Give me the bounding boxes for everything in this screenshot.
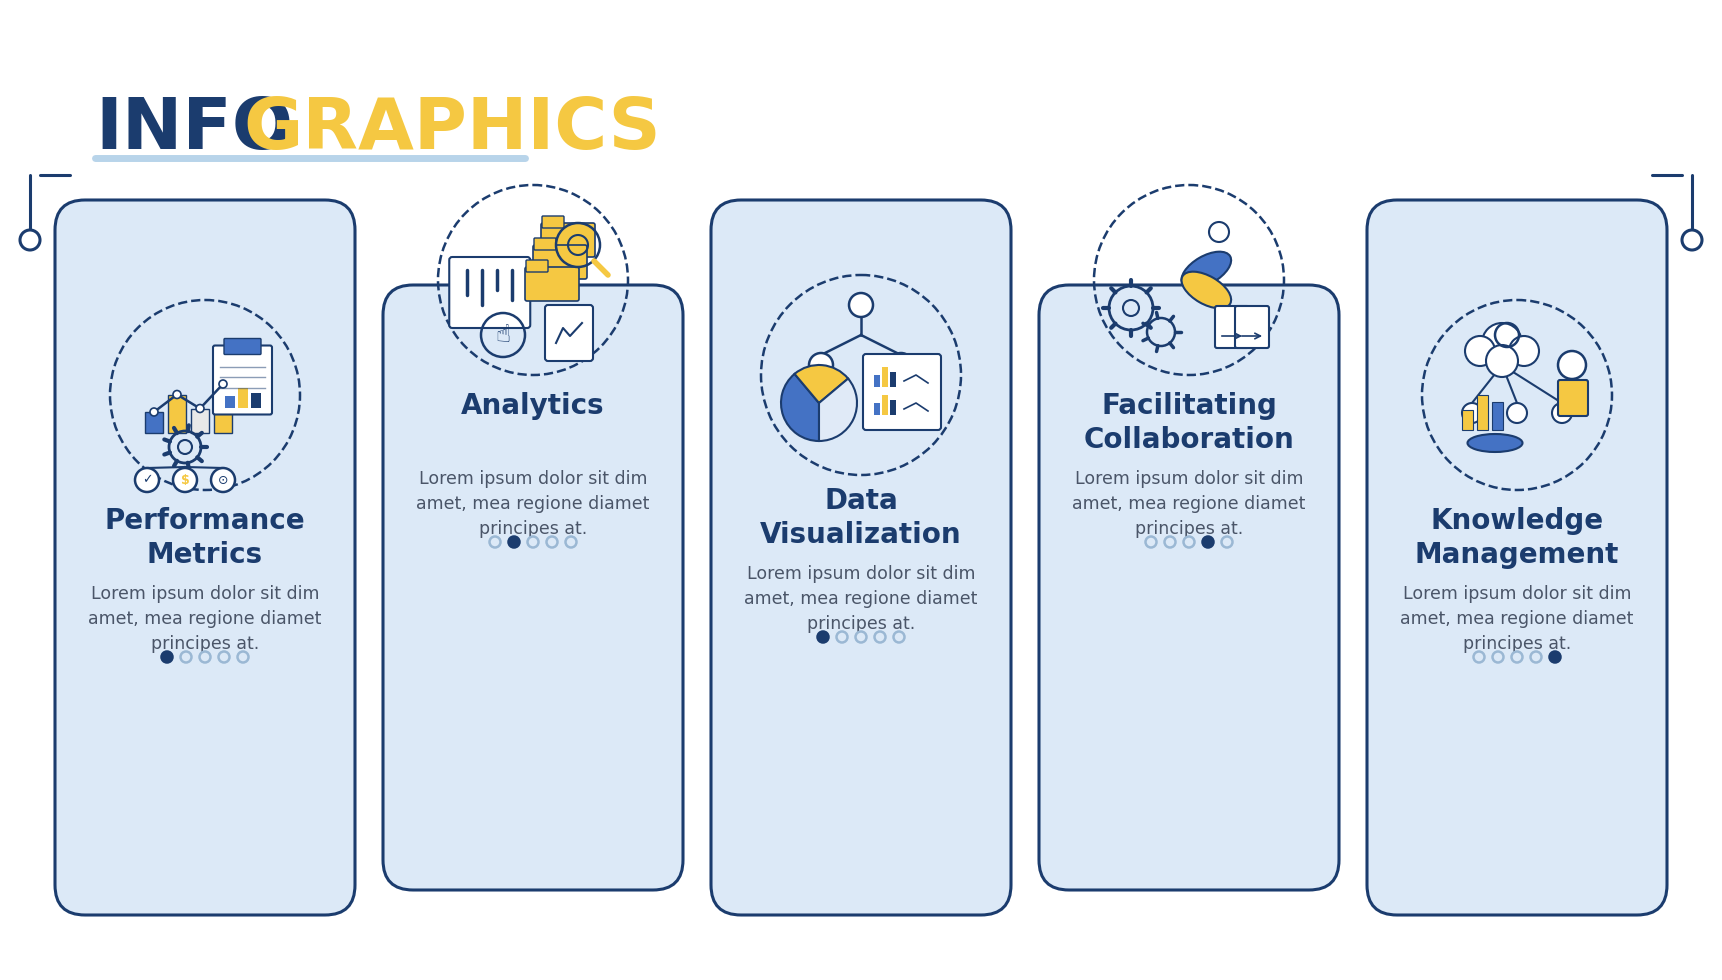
Circle shape xyxy=(889,353,913,377)
Text: ✓: ✓ xyxy=(141,473,152,486)
FancyBboxPatch shape xyxy=(542,216,565,228)
Bar xyxy=(169,395,186,433)
Circle shape xyxy=(1209,222,1230,242)
FancyBboxPatch shape xyxy=(1038,285,1340,890)
Circle shape xyxy=(1508,336,1539,366)
Circle shape xyxy=(1507,403,1527,423)
Ellipse shape xyxy=(1181,271,1231,309)
Bar xyxy=(145,412,164,433)
FancyBboxPatch shape xyxy=(1235,306,1269,348)
Bar xyxy=(214,384,232,433)
FancyBboxPatch shape xyxy=(534,238,556,250)
Wedge shape xyxy=(794,365,849,403)
Circle shape xyxy=(21,230,40,250)
FancyBboxPatch shape xyxy=(382,285,684,890)
Bar xyxy=(890,400,895,415)
Circle shape xyxy=(162,652,172,662)
Circle shape xyxy=(849,293,873,317)
Circle shape xyxy=(1483,323,1522,363)
Circle shape xyxy=(150,408,158,416)
Text: Analytics: Analytics xyxy=(461,392,604,420)
Circle shape xyxy=(508,536,520,548)
Bar xyxy=(875,375,880,387)
Bar xyxy=(1491,402,1503,430)
FancyBboxPatch shape xyxy=(214,346,272,415)
Circle shape xyxy=(1486,345,1519,377)
Circle shape xyxy=(196,405,203,413)
Bar xyxy=(875,403,880,415)
Circle shape xyxy=(1202,536,1214,548)
FancyBboxPatch shape xyxy=(525,267,579,301)
Circle shape xyxy=(1550,652,1560,662)
Text: Data
Visualization: Data Visualization xyxy=(759,487,963,549)
Circle shape xyxy=(212,468,234,492)
FancyBboxPatch shape xyxy=(449,257,530,328)
Text: Lorem ipsum dolor sit dim
amet, mea regione diamet
principes at.: Lorem ipsum dolor sit dim amet, mea regi… xyxy=(744,565,978,633)
Text: Lorem ipsum dolor sit dim
amet, mea regione diamet
principes at.: Lorem ipsum dolor sit dim amet, mea regi… xyxy=(1073,470,1305,538)
Wedge shape xyxy=(782,374,820,441)
Circle shape xyxy=(818,631,828,643)
Text: Lorem ipsum dolor sit dim
amet, mea regione diamet
principes at.: Lorem ipsum dolor sit dim amet, mea regi… xyxy=(417,470,649,538)
Ellipse shape xyxy=(1181,252,1231,288)
Text: Lorem ipsum dolor sit dim
amet, mea regione diamet
principes at.: Lorem ipsum dolor sit dim amet, mea regi… xyxy=(88,585,322,653)
Bar xyxy=(882,395,889,415)
Text: ⊙: ⊙ xyxy=(217,473,229,486)
FancyBboxPatch shape xyxy=(55,200,355,915)
Text: $: $ xyxy=(181,473,189,486)
Text: INFO: INFO xyxy=(95,95,293,164)
Ellipse shape xyxy=(1467,434,1522,452)
Bar xyxy=(238,388,248,408)
Circle shape xyxy=(1462,403,1483,423)
Text: Lorem ipsum dolor sit dim
amet, mea regione diamet
principes at.: Lorem ipsum dolor sit dim amet, mea regi… xyxy=(1400,585,1634,653)
FancyBboxPatch shape xyxy=(544,305,592,361)
FancyBboxPatch shape xyxy=(534,245,587,279)
Circle shape xyxy=(1552,403,1572,423)
Circle shape xyxy=(1558,351,1586,379)
Bar xyxy=(251,393,262,408)
Text: GRAPHICS: GRAPHICS xyxy=(243,95,661,164)
FancyBboxPatch shape xyxy=(224,338,262,355)
FancyBboxPatch shape xyxy=(525,260,548,272)
Circle shape xyxy=(1465,336,1495,366)
Text: Facilitating
Collaboration: Facilitating Collaboration xyxy=(1083,392,1295,454)
FancyBboxPatch shape xyxy=(1367,200,1667,915)
Circle shape xyxy=(809,353,833,377)
Circle shape xyxy=(172,468,196,492)
Circle shape xyxy=(172,390,181,399)
Bar xyxy=(226,396,234,408)
Bar xyxy=(890,372,895,387)
Bar xyxy=(191,409,208,433)
FancyBboxPatch shape xyxy=(711,200,1011,915)
Circle shape xyxy=(134,468,158,492)
FancyBboxPatch shape xyxy=(1216,306,1248,348)
Bar xyxy=(1462,410,1472,430)
Wedge shape xyxy=(820,378,858,441)
Circle shape xyxy=(1682,230,1701,250)
FancyBboxPatch shape xyxy=(541,223,596,257)
Text: Knowledge
Management: Knowledge Management xyxy=(1415,507,1619,568)
Text: ☝: ☝ xyxy=(496,323,511,347)
FancyBboxPatch shape xyxy=(863,354,940,430)
Bar xyxy=(882,367,889,387)
Text: Performance
Metrics: Performance Metrics xyxy=(105,507,305,568)
Bar xyxy=(1477,395,1488,430)
Circle shape xyxy=(219,380,227,388)
FancyBboxPatch shape xyxy=(1558,380,1588,416)
